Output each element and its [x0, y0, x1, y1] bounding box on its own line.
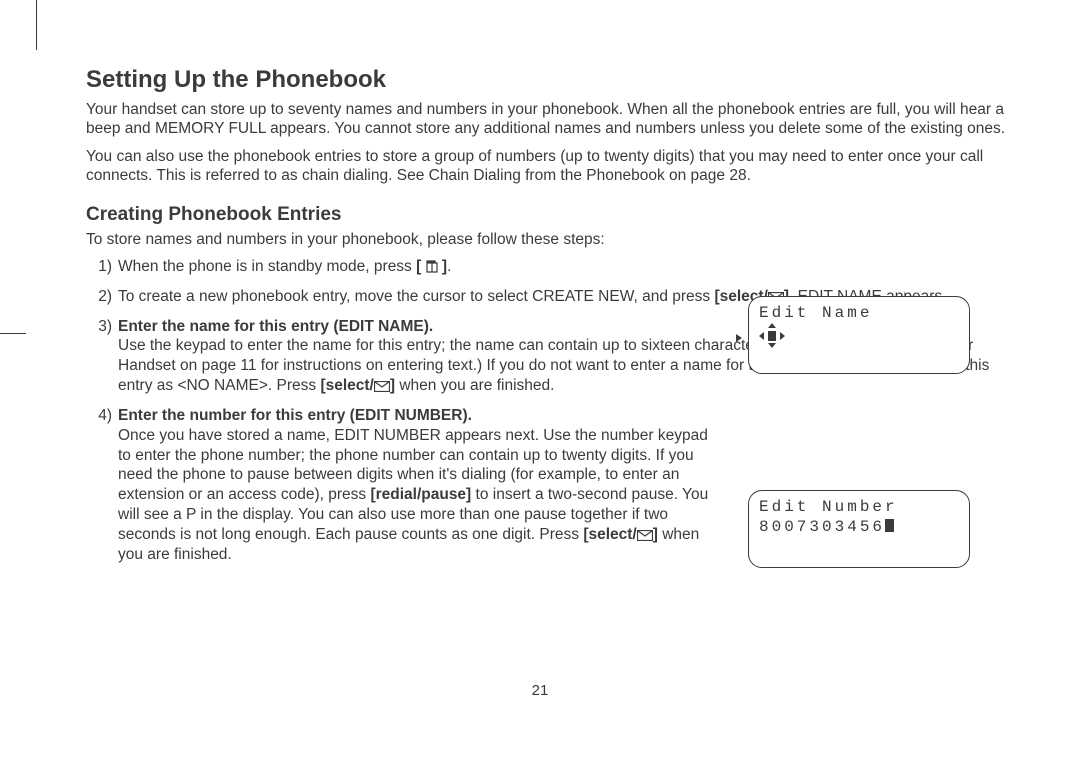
text-run: When the phone is in standby mode, press: [118, 258, 416, 275]
sub-heading: Creating Phonebook Entries: [86, 204, 1016, 226]
lcd-line: Edit Number: [759, 497, 959, 517]
cursor-block-icon: [768, 331, 776, 341]
crop-mark-horizontal: [0, 333, 26, 334]
page-number: 21: [0, 682, 1080, 699]
step-number: 4): [86, 406, 118, 565]
lcd-number: 8007303456: [759, 518, 885, 536]
key-label: [select/]: [320, 377, 395, 394]
phonebook-icon: [426, 260, 438, 273]
step-heading: Enter the number for this entry (EDIT NU…: [118, 406, 1016, 426]
step-number: 2): [86, 287, 118, 307]
text-run: .: [447, 258, 451, 275]
lcd-line: Edit Name: [759, 303, 959, 323]
key-label: [ ]: [416, 258, 447, 275]
main-heading: Setting Up the Phonebook: [86, 66, 1016, 94]
step-number: 1): [86, 257, 118, 277]
lcd-display-edit-number: Edit Number 8007303456: [748, 490, 970, 568]
intro-paragraph-2: You can also use the phonebook entries t…: [86, 147, 1016, 186]
step-1: 1) When the phone is in standby mode, pr…: [86, 257, 1016, 277]
pointer-arrow-icon: [736, 334, 742, 342]
cursor-cluster-icon: [759, 323, 785, 349]
triangle-down-icon: [768, 343, 776, 348]
text-run: [select/: [320, 377, 373, 394]
lcd-display-edit-name: Edit Name: [748, 296, 970, 374]
triangle-up-icon: [768, 323, 776, 328]
text-run: [select/: [583, 526, 636, 543]
key-label: [redial/pause]: [370, 486, 471, 503]
crop-mark-vertical: [36, 0, 37, 50]
text-run: To create a new phonebook entry, move th…: [118, 288, 714, 305]
triangle-right-icon: [780, 332, 785, 340]
envelope-icon: [637, 530, 653, 541]
sub-intro: To store names and numbers in your phone…: [86, 230, 1016, 249]
text-run: when you are finished.: [395, 377, 554, 394]
intro-paragraph-1: Your handset can store up to seventy nam…: [86, 100, 1016, 139]
envelope-icon: [374, 381, 390, 392]
step-body: Once you have stored a name, EDIT NUMBER…: [118, 426, 718, 565]
lcd-line: 8007303456: [759, 517, 959, 537]
step-number: 3): [86, 317, 118, 396]
triangle-left-icon: [759, 332, 764, 340]
step-text: When the phone is in standby mode, press…: [118, 257, 1016, 277]
cursor-block-icon: [885, 519, 894, 532]
key-label: [select/]: [583, 526, 658, 543]
